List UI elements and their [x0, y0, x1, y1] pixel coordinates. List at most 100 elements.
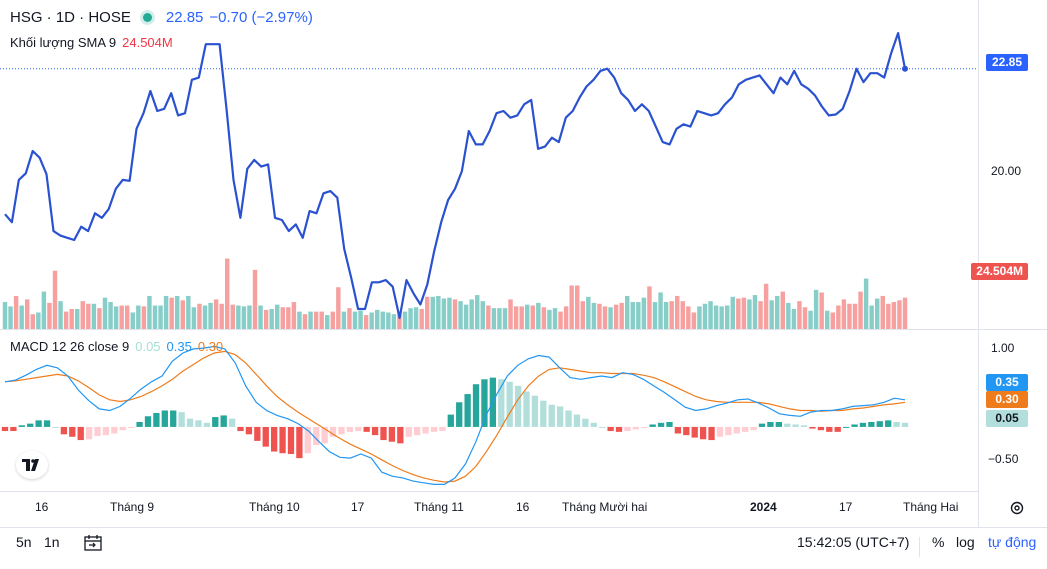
volume-bar	[719, 306, 724, 329]
volume-bar	[186, 295, 191, 329]
volume-bar	[647, 286, 652, 329]
volume-bar	[841, 299, 847, 329]
volume-bar	[658, 292, 663, 329]
volume-bar	[341, 311, 347, 329]
percent-scale-button[interactable]: %	[932, 534, 945, 550]
volume-bar	[286, 307, 291, 329]
volume-bar	[508, 299, 513, 329]
volume-badge: 24.504M	[971, 263, 1028, 280]
volume-bar	[675, 295, 680, 329]
volume-bar	[791, 308, 797, 329]
volume-bar	[202, 305, 208, 329]
volume-bar	[663, 302, 669, 329]
macd-histogram-bar	[287, 426, 295, 455]
volume-bar	[763, 283, 769, 329]
macd-histogram-bar	[809, 426, 816, 429]
macd-histogram-bar	[422, 426, 429, 434]
chart-canvas[interactable]	[0, 0, 1047, 527]
volume-bar	[686, 306, 691, 329]
volume-bar	[313, 311, 319, 329]
macd-histogram-bar	[657, 422, 665, 427]
volume-bar	[536, 302, 541, 329]
volume-bar	[797, 301, 802, 329]
volume-bar	[502, 308, 508, 329]
histogram-badge: 0.05	[986, 410, 1028, 427]
volume-legend[interactable]: Khối lượng SMA 9 24.504M	[10, 35, 173, 50]
volume-bar	[408, 308, 413, 329]
volume-bar	[880, 295, 885, 329]
macd-histogram-bar	[439, 426, 446, 432]
settings-gear-icon[interactable]	[1009, 500, 1025, 516]
volume-bar	[747, 299, 752, 329]
tradingview-logo-icon[interactable]	[16, 451, 48, 479]
volume-bar	[619, 302, 624, 329]
macd-histogram-bar	[329, 426, 337, 437]
signal-line	[4, 350, 906, 483]
volume-bar	[397, 311, 402, 329]
macd-histogram-bar	[27, 423, 34, 427]
range-1d-button[interactable]: 1n	[44, 534, 60, 550]
volume-bar	[69, 308, 74, 329]
volume-bar	[541, 307, 547, 329]
volume-bar	[213, 299, 219, 329]
volume-bar	[430, 296, 435, 329]
clock-timezone[interactable]: 15:42:05 (UTC+7)	[797, 534, 910, 550]
macd-legend[interactable]: MACD 12 26 close 9 0.05 0.35 0.30	[10, 339, 223, 354]
volume-bar	[847, 303, 852, 329]
time-label: Tháng Mười hai	[562, 500, 648, 514]
volume-bar	[513, 306, 519, 329]
range-5d-button[interactable]: 5n	[16, 534, 32, 550]
volume-bar	[725, 305, 730, 329]
volume-bar	[330, 311, 335, 329]
time-label: 16	[516, 500, 530, 514]
volume-bar	[25, 299, 30, 329]
auto-scale-button[interactable]: tự động	[988, 534, 1037, 550]
macd-histogram-bar	[641, 426, 648, 428]
symbol-legend[interactable]: HSG · 1D · HOSE 22.85 −0.70 (−2.97%)	[10, 9, 313, 26]
macd-histogram-bar	[363, 426, 370, 432]
macd-histogram-bar	[380, 426, 387, 441]
date-range-icon[interactable]	[83, 533, 103, 553]
macd-histogram-bar	[447, 414, 454, 427]
volume-bar	[486, 305, 491, 329]
time-label: Tháng 9	[110, 500, 155, 514]
volume-bar	[586, 296, 591, 329]
log-scale-button[interactable]: log	[956, 534, 975, 550]
volume-bar	[86, 303, 91, 329]
macd-histogram-bar	[792, 424, 799, 427]
volume-bar	[441, 298, 447, 329]
macd-histogram-bar	[683, 426, 690, 436]
volume-bar	[547, 309, 552, 329]
macd-histogram-bar	[77, 426, 84, 441]
volume-bar	[30, 314, 35, 329]
volume-bar	[302, 314, 308, 329]
volume-bar	[230, 304, 235, 329]
macd-histogram-bar	[144, 416, 152, 427]
macd-histogram-bar	[674, 426, 682, 434]
macd-histogram-bar	[615, 426, 623, 432]
volume-bar	[336, 287, 341, 329]
macd-histogram-bar	[195, 420, 202, 427]
macd-histogram-bar	[35, 420, 42, 427]
volume-bar	[52, 270, 58, 329]
volume-bar	[191, 307, 197, 329]
macd-histogram-bar	[220, 415, 227, 427]
macd-histogram-bar	[102, 426, 110, 436]
volume-bar	[558, 311, 563, 329]
volume-bar	[580, 301, 585, 329]
macd-histogram-bar	[573, 414, 581, 427]
volume-bar	[141, 306, 147, 329]
volume-bar	[386, 312, 391, 329]
macd-histogram-bar	[784, 423, 791, 427]
volume-bar	[291, 302, 297, 329]
macd-histogram-bar	[556, 406, 564, 427]
volume-bar	[752, 295, 758, 329]
macd-histogram-bar	[834, 426, 841, 432]
volume-bar	[197, 303, 202, 329]
macd-histogram-bar	[624, 426, 631, 432]
macd-histogram-bar	[355, 426, 362, 432]
volume-bar	[497, 308, 502, 329]
macd-legend-label: MACD 12 26 close 9	[10, 339, 130, 354]
macd-histogram-bar	[565, 410, 572, 427]
bottom-toolbar: 5n 1n 15:42:05 (UTC+7) % log tự động	[0, 527, 1047, 569]
